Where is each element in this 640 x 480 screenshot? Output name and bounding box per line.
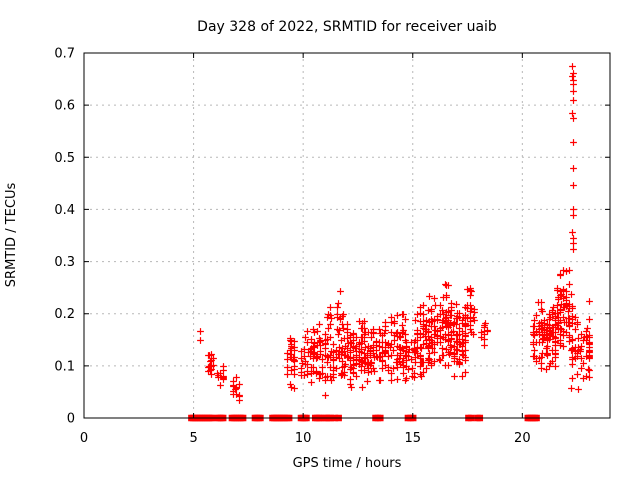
x-tick-label: 10 <box>295 431 312 446</box>
x-tick-label: 0 <box>80 431 88 446</box>
y-tick-label: 0.3 <box>54 255 75 270</box>
x-tick-label: 15 <box>404 431 421 446</box>
chart-title: Day 328 of 2022, SRMTID for receiver uai… <box>197 19 497 35</box>
y-tick-label: 0.1 <box>54 359 75 374</box>
y-tick-label: 0 <box>67 412 75 427</box>
tick-labels: 0 5 10 15 20 0 0.1 0.2 0.3 0.4 0.5 0.6 0.7 <box>54 47 530 447</box>
plot-border-and-ticks <box>83 52 611 419</box>
x-tick-label: 20 <box>514 431 531 446</box>
grid-lines <box>84 53 610 418</box>
y-tick-label: 0.2 <box>54 307 75 322</box>
y-tick-label: 0.4 <box>54 203 75 218</box>
y-tick-label: 0.5 <box>54 151 75 166</box>
x-tick-label: 5 <box>189 431 197 446</box>
data-points <box>188 63 593 422</box>
y-tick-label: 0.6 <box>54 99 75 114</box>
y-tick-label: 0.7 <box>54 47 75 62</box>
y-axis-label: SRMTID / TECUs <box>4 183 19 288</box>
x-axis-label: GPS time / hours <box>293 456 402 471</box>
srmtid-cross-markers <box>197 63 593 404</box>
